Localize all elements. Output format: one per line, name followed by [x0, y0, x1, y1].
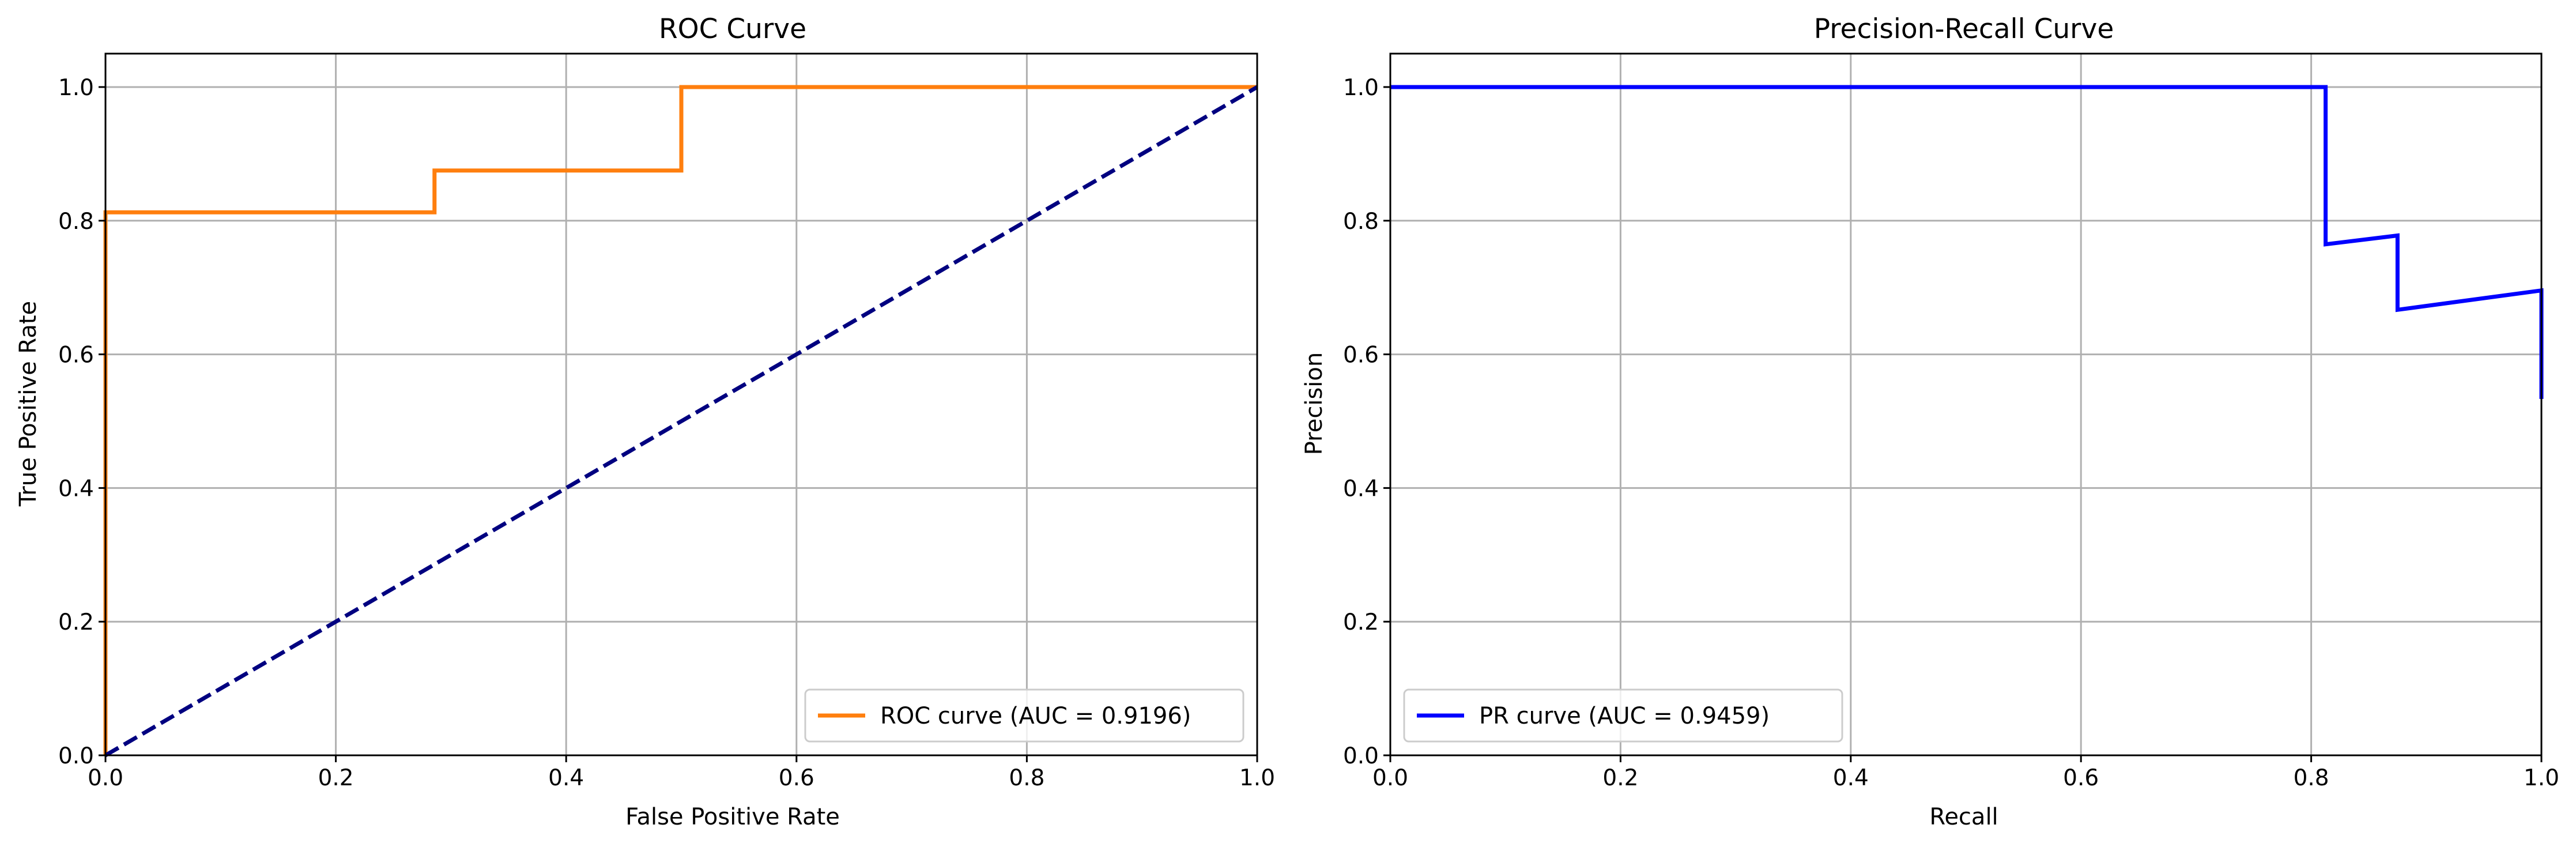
roc-y-tick-label: 0.2 — [58, 609, 94, 635]
roc-legend-label: ROC curve (AUC = 0.9196) — [880, 703, 1191, 729]
roc-y-tick-label: 0.8 — [58, 209, 94, 235]
roc-x-tick-label: 0.4 — [548, 765, 584, 791]
pr-y-tick-label: 0.0 — [1343, 743, 1379, 769]
roc-y-tick-label: 0.4 — [58, 476, 94, 502]
pr-y-tick-label: 0.4 — [1343, 476, 1379, 502]
pr-x-tick-label: 0.2 — [1602, 765, 1638, 791]
pr-series-line-0 — [1390, 85, 2544, 399]
roc-series-line-1 — [104, 85, 1258, 758]
pr-y-tick-label: 0.8 — [1343, 209, 1379, 235]
roc-x-tick-label: 1.0 — [1239, 765, 1275, 791]
pr-x-axis-label: Recall — [1929, 804, 1998, 830]
roc-x-tick-label: 0.0 — [88, 765, 123, 791]
pr-legend: PR curve (AUC = 0.9459) — [1403, 688, 1843, 743]
pr-x-tick-label: 0.0 — [1372, 765, 1408, 791]
pr-chart-title: Precision-Recall Curve — [1814, 13, 2114, 45]
pr-series-group — [1390, 85, 2544, 399]
pr-gridlines — [1389, 54, 2543, 756]
roc-series-group — [103, 85, 1258, 758]
pr-plot-frame — [1389, 52, 2543, 756]
roc-legend: ROC curve (AUC = 0.9196) — [804, 688, 1244, 743]
pr-y-tick-label: 0.2 — [1343, 609, 1379, 635]
roc-y-tick-label: 0.6 — [58, 342, 94, 368]
pr-y-tick-label: 1.0 — [1343, 75, 1379, 101]
roc-x-tick-label: 0.8 — [1009, 765, 1044, 791]
roc-x-tick-label: 0.2 — [318, 765, 354, 791]
pr-legend-label: PR curve (AUC = 0.9459) — [1479, 703, 1770, 729]
roc-y-axis-label: True Positive Rate — [15, 301, 42, 507]
pr-x-tick-label: 0.8 — [2294, 765, 2329, 791]
roc-legend-box — [804, 688, 1244, 743]
pr-y-tick-label: 0.6 — [1343, 342, 1379, 368]
roc-plot-frame — [104, 52, 1258, 756]
pr-x-tick-label: 0.6 — [2063, 765, 2099, 791]
roc-x-axis-label: False Positive Rate — [625, 804, 840, 830]
pr-x-tick-label: 1.0 — [2524, 765, 2559, 791]
pr-chart-panel: Precision-Recall Curve Recall Precision … — [1301, 13, 2559, 830]
pr-x-tick-label: 0.4 — [1833, 765, 1869, 791]
roc-x-tick-label: 0.6 — [779, 765, 814, 791]
roc-chart-title: ROC Curve — [659, 13, 806, 45]
pr-y-axis-label: Precision — [1301, 352, 1327, 455]
roc-y-tick-label: 1.0 — [58, 75, 94, 101]
roc-y-tick-label: 0.0 — [58, 743, 94, 769]
pr-legend-box — [1403, 688, 1843, 743]
roc-chart-panel: ROC Curve False Positive Rate True Posit… — [15, 13, 1275, 830]
